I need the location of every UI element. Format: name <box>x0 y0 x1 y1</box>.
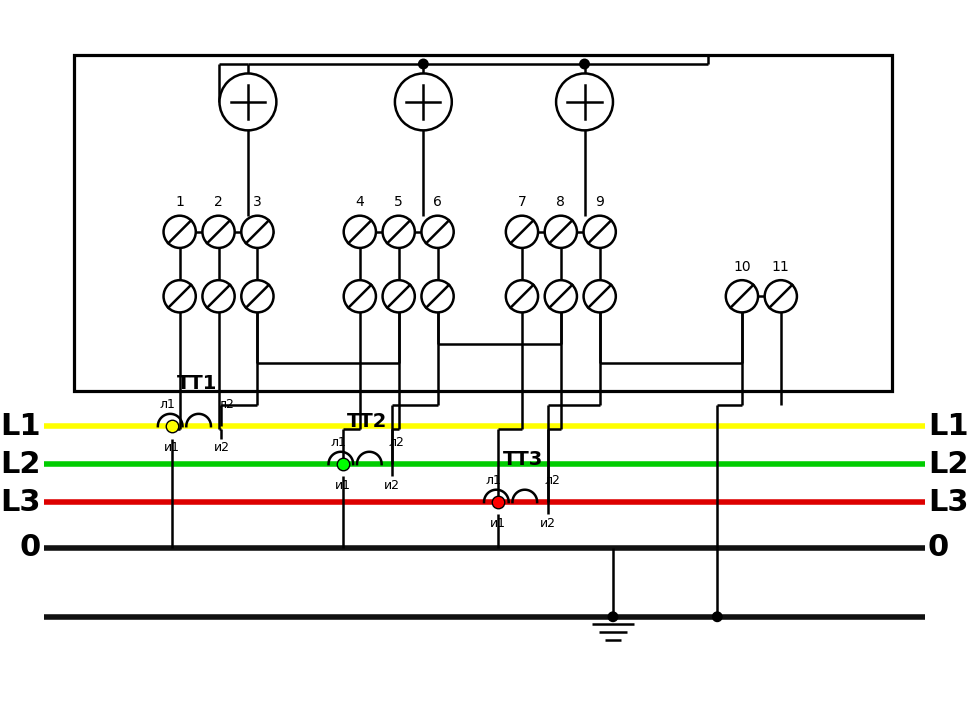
Text: 4: 4 <box>356 195 364 209</box>
Text: 7: 7 <box>517 195 526 209</box>
Text: 0: 0 <box>20 533 42 562</box>
Circle shape <box>545 280 577 312</box>
Circle shape <box>506 280 538 312</box>
Text: L1: L1 <box>1 411 42 441</box>
Text: 5: 5 <box>394 195 403 209</box>
Text: 0: 0 <box>927 533 949 562</box>
Text: 2: 2 <box>214 195 223 209</box>
Circle shape <box>545 216 577 248</box>
Circle shape <box>583 280 616 312</box>
Circle shape <box>419 59 428 68</box>
Circle shape <box>609 612 617 622</box>
Circle shape <box>203 216 234 248</box>
Circle shape <box>579 59 589 68</box>
Text: л2: л2 <box>545 474 560 487</box>
Text: и1: и1 <box>490 517 506 530</box>
Text: л2: л2 <box>218 398 234 411</box>
Text: л1: л1 <box>485 474 501 487</box>
Circle shape <box>203 280 234 312</box>
Text: 6: 6 <box>433 195 442 209</box>
Text: ТТ1: ТТ1 <box>176 374 217 393</box>
Text: 3: 3 <box>253 195 262 209</box>
Circle shape <box>344 216 376 248</box>
Text: и1: и1 <box>164 441 180 454</box>
Text: L3: L3 <box>1 488 42 516</box>
Circle shape <box>395 73 452 130</box>
Text: L2: L2 <box>1 450 42 478</box>
Text: и2: и2 <box>540 517 555 530</box>
Text: L1: L1 <box>927 411 968 441</box>
Text: ТТ3: ТТ3 <box>503 450 543 469</box>
Circle shape <box>422 216 453 248</box>
Text: и1: и1 <box>334 479 351 492</box>
Circle shape <box>241 280 273 312</box>
Circle shape <box>712 612 722 622</box>
Text: 9: 9 <box>595 195 604 209</box>
Circle shape <box>344 280 376 312</box>
Circle shape <box>422 280 453 312</box>
Circle shape <box>765 280 797 312</box>
Text: 10: 10 <box>734 260 751 274</box>
Bar <box>75 54 891 391</box>
Circle shape <box>164 216 196 248</box>
Text: ТТ2: ТТ2 <box>347 412 388 431</box>
Circle shape <box>383 216 415 248</box>
Circle shape <box>506 216 538 248</box>
Text: л1: л1 <box>330 436 346 449</box>
Text: L3: L3 <box>927 488 968 516</box>
Circle shape <box>556 73 613 130</box>
Circle shape <box>383 280 415 312</box>
Text: L2: L2 <box>927 450 968 478</box>
Circle shape <box>164 280 196 312</box>
Circle shape <box>220 73 276 130</box>
Text: и2: и2 <box>384 479 400 492</box>
Circle shape <box>241 216 273 248</box>
Text: 8: 8 <box>556 195 565 209</box>
Text: и2: и2 <box>213 441 230 454</box>
Circle shape <box>583 216 616 248</box>
Text: 1: 1 <box>175 195 184 209</box>
Text: 11: 11 <box>772 260 790 274</box>
Text: л1: л1 <box>159 398 175 411</box>
Circle shape <box>726 280 758 312</box>
Text: л2: л2 <box>389 436 405 449</box>
